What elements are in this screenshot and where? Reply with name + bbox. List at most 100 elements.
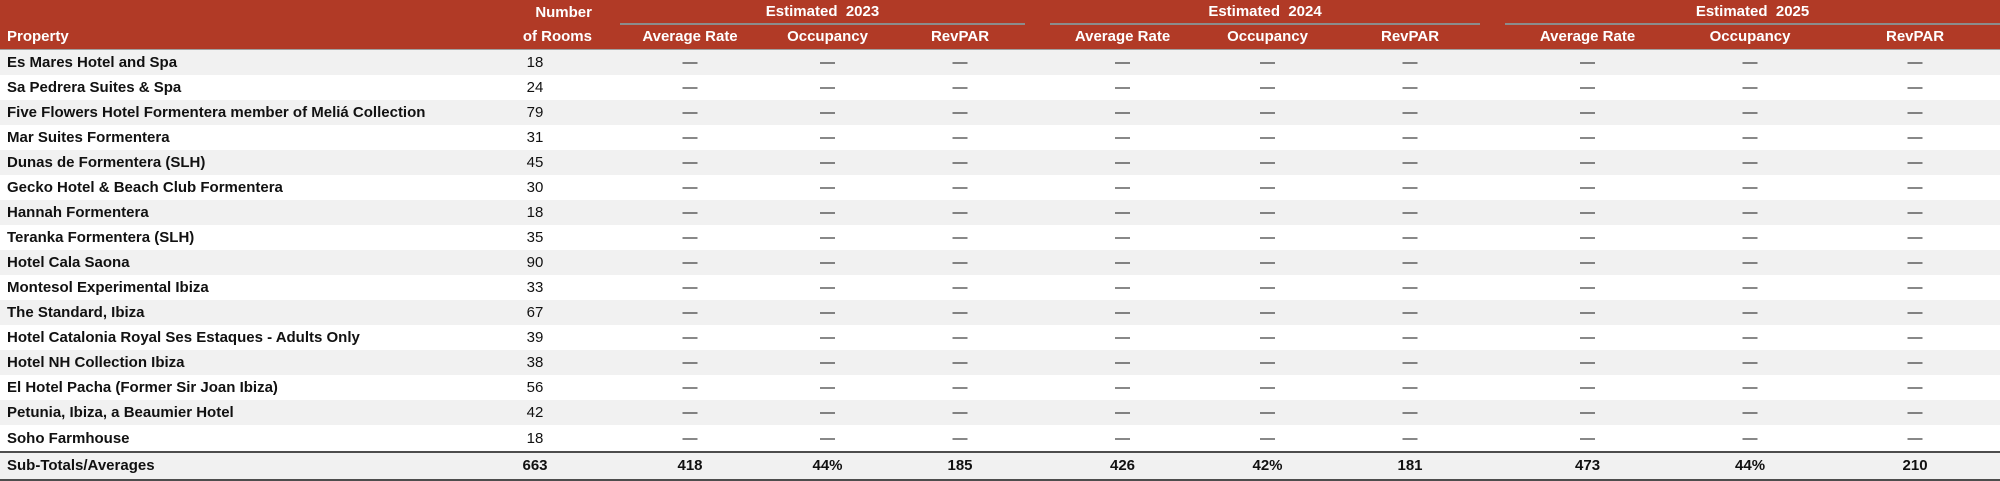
column-gap — [1480, 75, 1505, 100]
value-cell: — — [1742, 404, 1758, 422]
value-cell: — — [682, 354, 698, 372]
rooms-cell: 67 — [526, 304, 544, 322]
value-cell: — — [1742, 204, 1758, 222]
value-cell: — — [1580, 379, 1596, 397]
value-cell: — — [1907, 279, 1923, 297]
property-cell: Sa Pedrera Suites & Spa — [7, 78, 182, 96]
table-body: Es Mares Hotel and Spa 18 — — — — — — — — — Sa Pedr… — [0, 49, 2000, 481]
value-cell: — — [682, 78, 698, 96]
value-cell: — — [1907, 229, 1923, 247]
property-cell: El Hotel Pacha (Former Sir Joan Ibiza) — [7, 379, 278, 397]
value-cell: — — [820, 379, 835, 397]
value-cell: — — [1402, 103, 1418, 121]
table-row: Hotel Cala Saona 90 — — — — — — — — — — [0, 250, 2000, 276]
property-cell: Petunia, Ibiza, a Beaumier Hotel — [7, 404, 234, 422]
column-gap — [1025, 450, 1051, 481]
value-cell: — — [952, 254, 968, 272]
value-cell: — — [1580, 329, 1596, 347]
value-cell: — — [952, 304, 968, 322]
value-cell: — — [1580, 128, 1596, 146]
value-cell: — — [1742, 229, 1758, 247]
value-cell: — — [1580, 354, 1596, 372]
value-cell: — — [1580, 153, 1596, 171]
column-gap — [1480, 450, 1506, 481]
value-cell: — — [1402, 279, 1418, 297]
value-cell: — — [1115, 78, 1131, 96]
column-gap — [1480, 49, 1505, 75]
column-gap — [1025, 100, 1050, 125]
column-gap — [1025, 400, 1050, 425]
value-cell: — — [1260, 78, 1276, 96]
value-cell: — — [1580, 304, 1596, 322]
value-cell: — — [1742, 329, 1758, 347]
value-cell: — — [1260, 153, 1276, 171]
value-cell: — — [952, 329, 968, 347]
table-row: Petunia, Ibiza, a Beaumier Hotel 42 — — — — — —… — [0, 400, 2000, 426]
column-gap — [1025, 150, 1050, 175]
value-cell: — — [1907, 429, 1923, 447]
value-cell: — — [1402, 178, 1418, 196]
value-cell: — — [820, 304, 835, 322]
value-cell: — — [1260, 404, 1276, 422]
value-cell: — — [1742, 304, 1758, 322]
value-cell: — — [952, 379, 968, 397]
value-cell: — — [1402, 354, 1418, 372]
property-cell: Soho Farmhouse — [7, 429, 130, 447]
value-cell: — — [820, 53, 835, 71]
value-cell: — — [682, 178, 698, 196]
table-row: Five Flowers Hotel Formentera member of … — [0, 99, 2000, 125]
value-cell: — — [1580, 254, 1596, 272]
value-cell: — — [952, 53, 968, 71]
value-cell: — — [1742, 128, 1758, 146]
column-gap — [1480, 375, 1505, 400]
value-cell: — — [1742, 53, 1758, 71]
subtotal-row: Sub-Totals/Averages 663 418 44% 185 426 42% 181… — [0, 450, 2000, 481]
value-cell: — — [820, 354, 835, 372]
column-gap — [1480, 350, 1505, 375]
column-gap — [1480, 150, 1505, 175]
value-cell: — — [1402, 329, 1418, 347]
value-cell: — — [820, 103, 835, 121]
header-row-columns: Property of Rooms Average Rate Occupancy… — [0, 24, 2000, 50]
value-cell: — — [1907, 178, 1923, 196]
rooms-cell: 35 — [526, 229, 544, 247]
value-cell: — — [1260, 279, 1276, 297]
column-gap — [1480, 24, 1506, 50]
value-cell: — — [682, 153, 698, 171]
value-cell: — — [682, 254, 698, 272]
value-cell: — — [1742, 103, 1758, 121]
column-gap — [1025, 49, 1050, 75]
value-cell: — — [682, 404, 698, 422]
column-gap — [1025, 0, 1051, 24]
value-cell: — — [1907, 204, 1923, 222]
column-gap — [1480, 300, 1505, 325]
value-cell: — — [1580, 204, 1596, 222]
value-cell: — — [1402, 128, 1418, 146]
value-cell: — — [1260, 178, 1276, 196]
property-cell: Hotel Catalonia Royal Ses Estaques - Adu… — [7, 329, 360, 347]
value-cell: — — [682, 429, 698, 447]
value-cell: — — [682, 53, 698, 71]
table-row: Hotel Catalonia Royal Ses Estaques - Adu… — [0, 325, 2000, 351]
value-cell: — — [1260, 53, 1276, 71]
value-cell: — — [1907, 354, 1923, 372]
table-row: Gecko Hotel & Beach Club Formentera 30 — — —… — [0, 174, 2000, 201]
property-cell: Gecko Hotel & Beach Club Formentera — [7, 178, 283, 196]
value-cell: — — [1907, 78, 1923, 96]
column-gap — [1480, 225, 1505, 250]
value-cell: — — [1115, 429, 1131, 447]
value-cell: — — [1742, 354, 1758, 372]
table-row: Montesol Experimental Ibiza 33 — — — — — — — — — — [0, 275, 2000, 301]
value-cell: — — [1260, 329, 1276, 347]
value-cell: — — [820, 404, 835, 422]
value-cell: — — [1402, 379, 1418, 397]
property-cell: The Standard, Ibiza — [7, 304, 145, 322]
value-cell: — — [1907, 128, 1923, 146]
value-cell: 181 — [1340, 450, 1481, 481]
value-cell: — — [820, 229, 835, 247]
column-gap — [1480, 125, 1505, 150]
table-row: Soho Farmhouse 18 — — — — — — — — — — [0, 425, 2000, 452]
value-cell: — — [1402, 254, 1418, 272]
